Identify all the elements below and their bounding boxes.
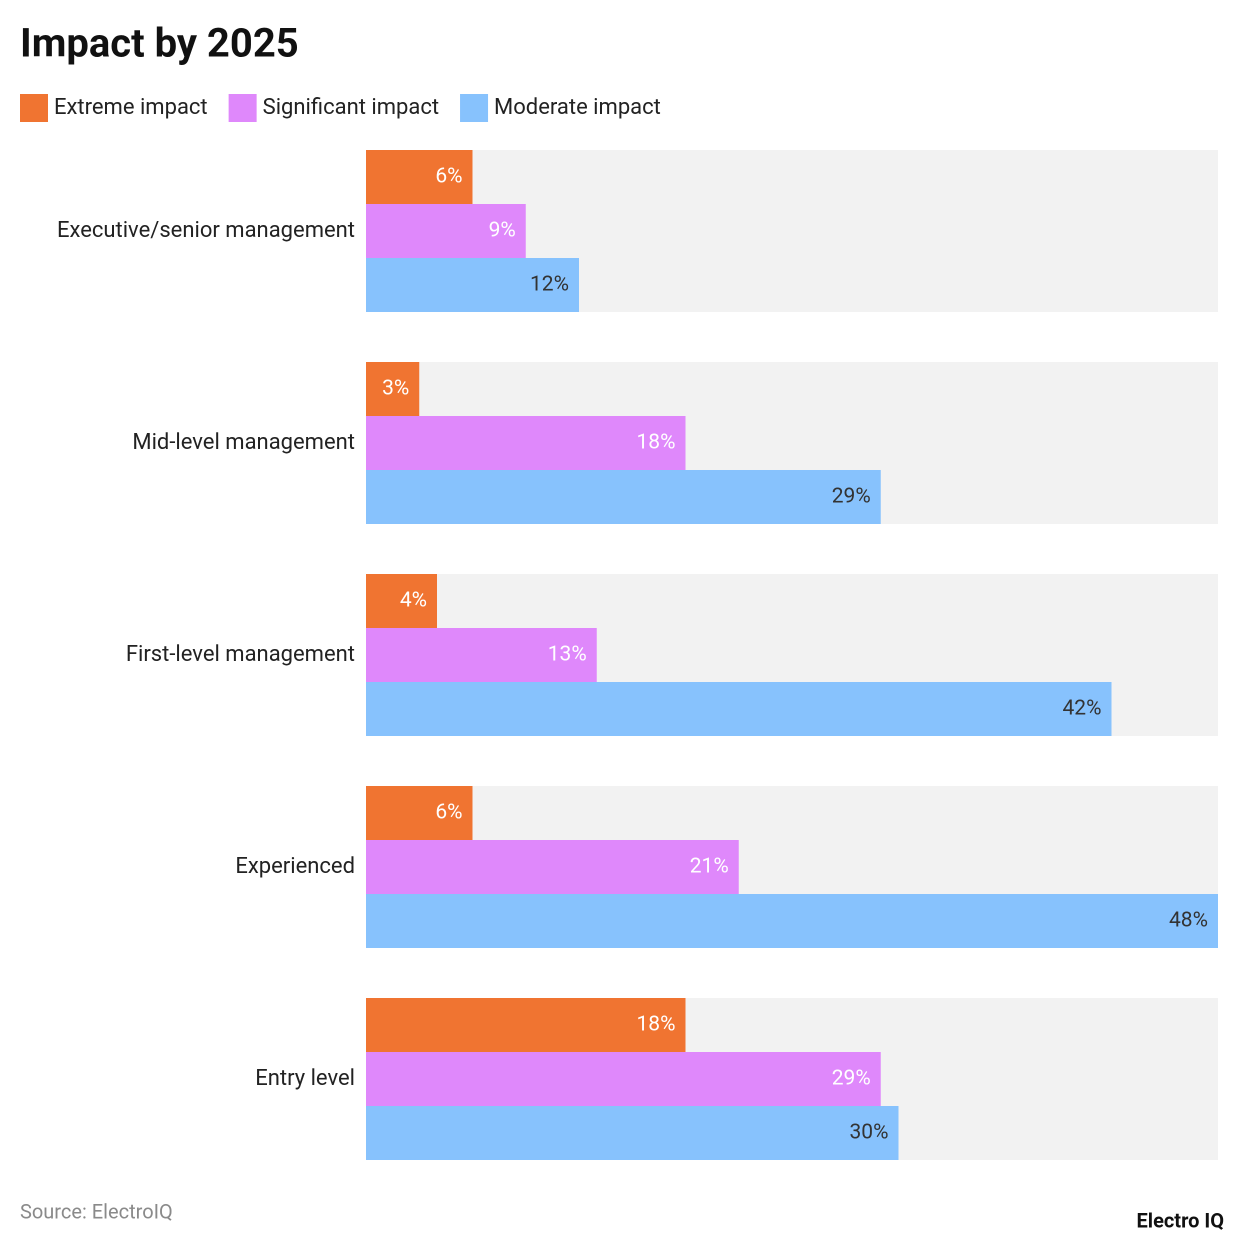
value-label: 6% bbox=[435, 165, 462, 189]
legend-label: Moderate impact bbox=[494, 95, 661, 120]
y-tick-label: Experienced bbox=[235, 854, 355, 879]
bar bbox=[366, 470, 881, 524]
bar bbox=[366, 204, 526, 258]
bar bbox=[366, 362, 420, 416]
y-tick-label: First-level management bbox=[126, 642, 355, 667]
legend-swatch bbox=[20, 94, 48, 122]
bar bbox=[366, 786, 473, 840]
bar bbox=[366, 150, 473, 204]
value-label: 13% bbox=[548, 643, 587, 667]
bar bbox=[366, 894, 1218, 948]
value-label: 30% bbox=[850, 1121, 889, 1145]
bar bbox=[366, 682, 1112, 736]
y-tick-label: Entry level bbox=[255, 1066, 355, 1091]
legend-swatch bbox=[228, 94, 257, 122]
source: Source: ElectroIQ bbox=[20, 1199, 173, 1223]
y-tick-label: Mid-level management bbox=[132, 430, 355, 455]
bar bbox=[366, 1052, 881, 1106]
value-label: 9% bbox=[489, 219, 516, 243]
bar bbox=[366, 574, 437, 628]
bar bbox=[366, 628, 597, 682]
bar bbox=[366, 1106, 899, 1160]
y-tick-label: Executive/senior management bbox=[57, 218, 355, 243]
value-label: 4% bbox=[400, 589, 427, 613]
legend-label: Significant impact bbox=[263, 95, 439, 120]
value-label: 42% bbox=[1063, 697, 1102, 721]
value-label: 29% bbox=[832, 485, 871, 509]
brand: Electro IQ bbox=[1137, 1208, 1224, 1232]
value-label: 3% bbox=[382, 377, 409, 401]
legend-label: Extreme impact bbox=[54, 95, 208, 120]
bar bbox=[366, 416, 686, 470]
bar bbox=[366, 258, 579, 312]
value-label: 18% bbox=[637, 1013, 676, 1037]
chart-title: Impact by 2025 bbox=[20, 20, 299, 67]
value-label: 29% bbox=[832, 1067, 871, 1091]
bar bbox=[366, 840, 739, 894]
value-label: 48% bbox=[1169, 909, 1208, 933]
value-label: 21% bbox=[690, 855, 729, 879]
legend-swatch bbox=[460, 94, 489, 122]
value-label: 18% bbox=[637, 431, 676, 455]
value-label: 6% bbox=[435, 801, 462, 825]
bar bbox=[366, 998, 686, 1052]
value-label: 12% bbox=[530, 273, 569, 297]
